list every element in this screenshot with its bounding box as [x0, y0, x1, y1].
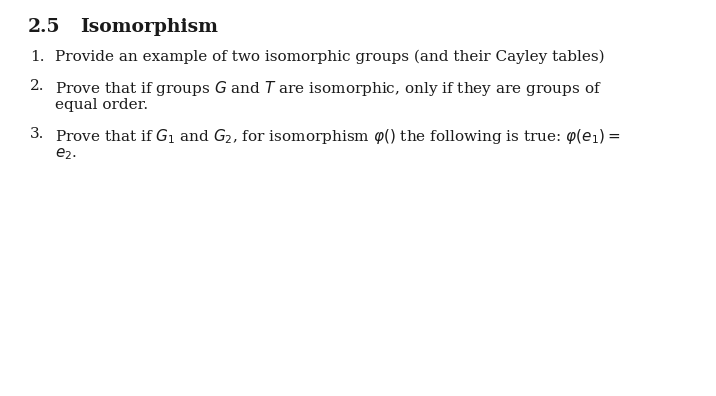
Text: 3.: 3. — [30, 127, 44, 141]
Text: Prove that if groups $G$ and $T$ are isomorphic, only if they are groups of: Prove that if groups $G$ and $T$ are iso… — [55, 79, 602, 98]
Text: 2.5: 2.5 — [28, 18, 60, 36]
Text: Isomorphism: Isomorphism — [80, 18, 218, 36]
Text: 1.: 1. — [30, 50, 44, 64]
Text: $e_2$.: $e_2$. — [55, 146, 77, 162]
Text: equal order.: equal order. — [55, 98, 148, 112]
Text: Provide an example of two isomorphic groups (and their Cayley tables): Provide an example of two isomorphic gro… — [55, 50, 604, 65]
Text: 2.: 2. — [30, 79, 44, 93]
Text: Prove that if $G_1$ and $G_2$, for isomorphism $\varphi()$ the following is true: Prove that if $G_1$ and $G_2$, for isomo… — [55, 127, 620, 146]
